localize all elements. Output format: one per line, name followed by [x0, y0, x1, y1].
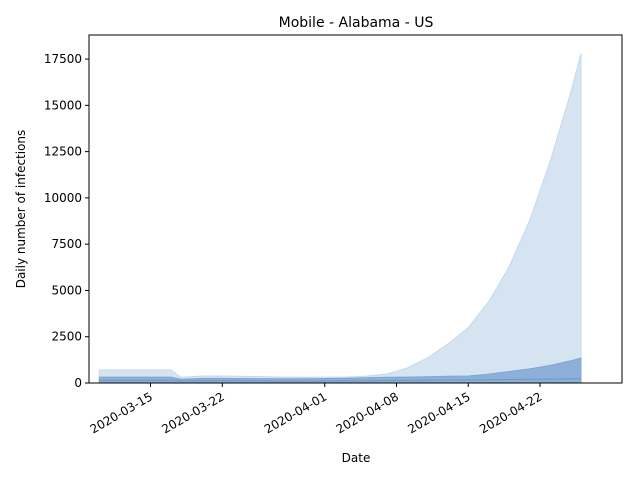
y-tick-label: 15000	[44, 98, 82, 112]
x-tick-label: 2020-04-22	[477, 389, 544, 436]
y-tick-label: 0	[74, 376, 82, 390]
x-tick-label: 2020-03-15	[88, 389, 155, 436]
y-tick-label: 10000	[44, 191, 82, 205]
outer-band-area	[98, 53, 582, 384]
median-line	[99, 378, 582, 382]
y-tick-label: 2500	[51, 330, 82, 344]
x-tick-label: 2020-04-08	[334, 389, 401, 436]
x-axis-label: Date	[342, 451, 371, 465]
x-axis: 2020-03-15 2020-03-22 2020-04-01 2020-04-08…	[88, 383, 545, 436]
y-tick-label: 5000	[51, 283, 82, 297]
x-tick-label: 2020-04-15	[405, 389, 472, 436]
y-axis-label: Daily number of infections	[14, 130, 28, 289]
y-axis: 0 2500 5000 7500 10000 12500 15000 17500	[44, 52, 89, 390]
y-tick-label: 17500	[44, 52, 82, 66]
y-tick-label: 7500	[51, 237, 82, 251]
chart-title: Mobile - Alabama - US	[279, 15, 434, 31]
y-tick-label: 12500	[44, 145, 82, 159]
plot-frame	[88, 34, 623, 384]
x-tick-label: 2020-04-01	[262, 389, 329, 436]
plot-area	[98, 53, 582, 384]
x-tick-label: 2020-03-22	[159, 389, 226, 436]
